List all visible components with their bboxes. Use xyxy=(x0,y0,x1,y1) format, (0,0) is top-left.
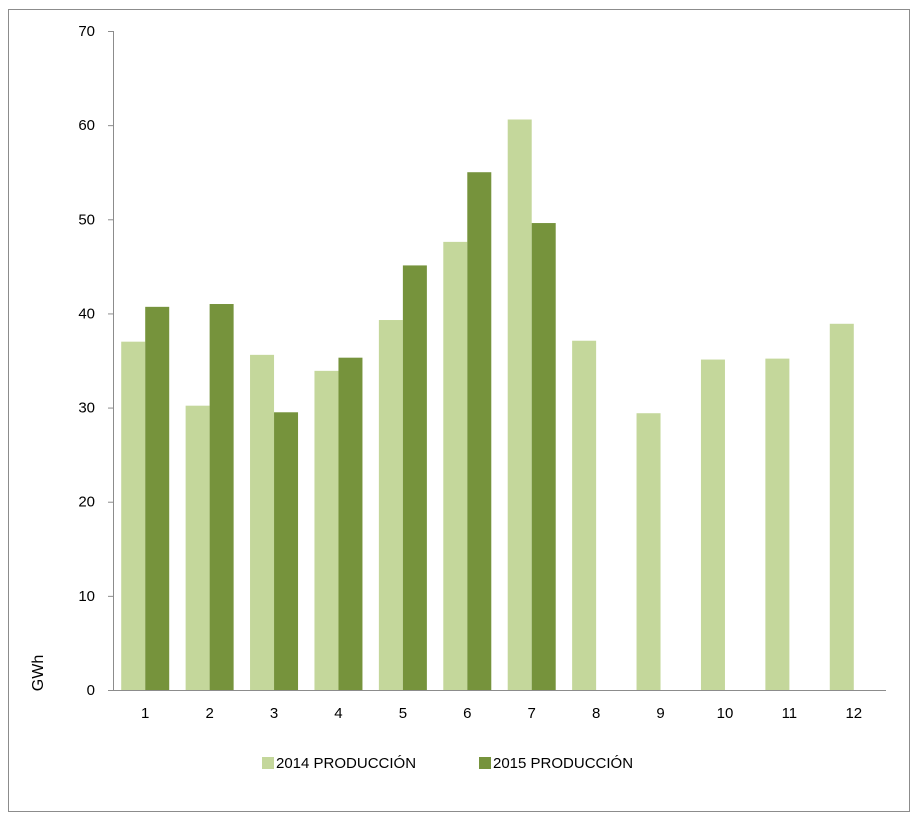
y-tick-label: 10 xyxy=(78,588,95,605)
bar-2-3 xyxy=(274,412,299,690)
bar-1-11 xyxy=(765,358,790,690)
bar-1-9 xyxy=(636,413,661,690)
y-tick-label: 30 xyxy=(78,400,95,417)
y-tick-label: 0 xyxy=(87,682,95,699)
x-tick-label: 1 xyxy=(141,705,149,722)
bar-2-1 xyxy=(145,306,170,690)
bar-1-7 xyxy=(507,119,532,691)
chart-legend: 2014 PRODUCCIÓN 2015 PRODUCCIÓN xyxy=(262,755,633,772)
x-tick-label: 6 xyxy=(463,705,471,722)
bar-2-5 xyxy=(402,265,427,690)
bar-1-8 xyxy=(572,340,597,690)
bar-2-7 xyxy=(531,223,556,690)
bar-2-6 xyxy=(467,172,492,690)
y-tick-label: 50 xyxy=(78,211,95,228)
chart-bars xyxy=(121,119,854,691)
x-tick-label: 5 xyxy=(399,705,407,722)
bar-1-2 xyxy=(185,405,210,690)
bar-1-3 xyxy=(250,354,275,690)
y-tick-label: 20 xyxy=(78,494,95,511)
x-tick-label: 11 xyxy=(782,705,798,722)
legend-swatch-1 xyxy=(262,757,274,769)
bar-2-4 xyxy=(338,357,363,690)
bar-1-6 xyxy=(443,241,468,690)
x-tick-label: 12 xyxy=(845,705,862,722)
bar-1-12 xyxy=(829,323,854,690)
y-tick-label: 60 xyxy=(78,117,95,134)
chart-axes xyxy=(108,31,886,691)
x-tick-label: 9 xyxy=(656,705,664,722)
bar-1-1 xyxy=(121,341,146,690)
bar-1-10 xyxy=(700,359,725,690)
y-tick-label: 40 xyxy=(78,305,95,322)
legend-swatch-2 xyxy=(479,757,491,769)
bar-1-5 xyxy=(378,320,403,690)
y-axis-label: GWh xyxy=(30,655,47,691)
x-tick-label: 10 xyxy=(717,705,734,722)
bar-2-2 xyxy=(209,304,234,690)
x-tick-label: 7 xyxy=(528,705,536,722)
x-tick-label: 3 xyxy=(270,705,278,722)
x-tick-label: 2 xyxy=(205,705,213,722)
x-tick-label: 4 xyxy=(334,705,342,722)
legend-label-2: 2015 PRODUCCIÓN xyxy=(493,755,633,772)
legend-label-1: 2014 PRODUCCIÓN xyxy=(276,755,416,772)
bar-1-4 xyxy=(314,370,339,690)
y-tick-label: 70 xyxy=(78,23,95,40)
x-tick-label: 8 xyxy=(592,705,600,722)
